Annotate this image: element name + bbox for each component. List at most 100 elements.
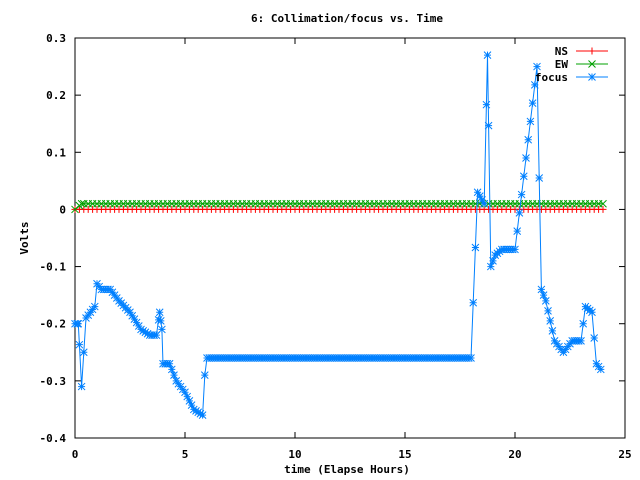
legend-label: focus — [535, 71, 568, 84]
data-point — [165, 359, 174, 368]
data-point — [141, 328, 150, 337]
data-point — [137, 325, 145, 334]
data-point — [154, 316, 163, 324]
data-point — [484, 121, 493, 130]
series-layer — [71, 51, 607, 419]
x-tick-label: 10 — [288, 448, 301, 461]
data-point — [77, 199, 86, 208]
data-point — [192, 407, 200, 415]
y-tick-label: -0.1 — [40, 261, 67, 274]
data-point — [79, 348, 88, 357]
legend-label: NS — [555, 45, 568, 58]
data-point — [489, 257, 497, 265]
data-point — [522, 154, 530, 162]
data-point — [588, 73, 596, 81]
data-point — [519, 172, 528, 181]
data-point — [588, 60, 596, 68]
legend-label: EW — [555, 58, 569, 71]
data-point — [183, 392, 192, 401]
data-point — [170, 371, 178, 379]
data-point — [152, 331, 161, 339]
data-point — [546, 317, 555, 325]
data-point — [471, 243, 480, 252]
data-point — [158, 325, 166, 334]
data-point — [128, 311, 137, 320]
data-point — [196, 409, 205, 418]
data-point — [480, 199, 489, 208]
x-tick-label: 0 — [72, 448, 79, 461]
data-point — [533, 62, 541, 71]
y-axis-label: Volts — [18, 221, 31, 254]
data-point — [511, 245, 519, 254]
data-point — [579, 319, 588, 328]
data-point — [156, 317, 165, 325]
data-point — [539, 291, 548, 299]
y-tick-label: 0 — [59, 203, 66, 216]
data-point — [130, 315, 139, 323]
data-point — [74, 319, 83, 328]
data-point — [588, 47, 596, 55]
y-tick-label: -0.3 — [40, 375, 67, 388]
data-point — [469, 298, 478, 307]
y-tick-label: 0.1 — [46, 146, 66, 159]
data-point — [194, 408, 203, 417]
x-tick-label: 25 — [618, 448, 631, 461]
data-point — [515, 209, 524, 217]
data-point — [486, 262, 495, 271]
data-point — [478, 196, 486, 204]
series-line — [74, 203, 603, 210]
data-point — [189, 405, 198, 414]
data-point — [77, 382, 86, 391]
series-focus — [71, 51, 605, 419]
data-point — [577, 337, 585, 345]
data-point — [75, 340, 84, 349]
data-point — [198, 411, 207, 419]
data-point — [132, 318, 141, 327]
data-point — [467, 354, 475, 362]
data-point — [530, 81, 539, 89]
data-point — [535, 174, 544, 182]
data-point — [187, 401, 196, 409]
x-tick-label: 15 — [398, 448, 411, 461]
data-point — [524, 135, 533, 144]
plot-frame — [74, 37, 626, 439]
y-tick-label: -0.4 — [40, 432, 67, 445]
y-tick-label: 0.3 — [46, 32, 66, 45]
data-point — [537, 285, 546, 294]
data-point — [139, 327, 148, 335]
data-point — [596, 365, 605, 374]
data-point — [475, 192, 484, 200]
data-point — [526, 117, 535, 126]
series-ew — [71, 199, 607, 214]
data-point — [126, 308, 134, 317]
data-point — [200, 371, 209, 379]
data-point — [544, 307, 552, 315]
data-point — [483, 51, 492, 59]
data-point — [513, 227, 522, 235]
data-point — [599, 199, 607, 208]
data-point — [541, 297, 550, 305]
data-point — [599, 205, 607, 213]
x-axis: 0 5 10 15 20 25 — [72, 38, 632, 461]
data-point — [134, 322, 143, 330]
data-point — [181, 388, 189, 397]
data-point — [473, 188, 482, 197]
chart-title: 6: Collimation/focus vs. Time — [251, 12, 443, 25]
data-point — [482, 100, 491, 109]
y-tick-label: 0.2 — [46, 89, 66, 102]
data-point — [167, 365, 176, 374]
y-tick-label: -0.2 — [40, 318, 67, 331]
data-point — [517, 190, 526, 199]
x-axis-label: time (Elapse Hours) — [284, 463, 410, 476]
data-point — [548, 327, 557, 335]
data-point — [90, 302, 99, 311]
data-point — [185, 397, 194, 405]
data-point — [588, 308, 596, 317]
y-axis: -0.4 -0.3 -0.2 -0.1 0 0.1 0.2 0.3 — [40, 32, 625, 445]
data-point — [143, 329, 152, 338]
data-point — [590, 334, 599, 342]
x-tick-label: 5 — [182, 448, 189, 461]
data-point — [155, 308, 164, 317]
